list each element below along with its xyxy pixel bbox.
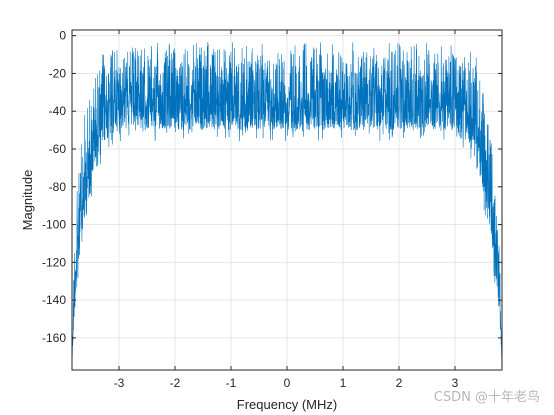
y-tick-label: -60	[49, 142, 67, 156]
y-axis-label: Magnitude	[20, 170, 35, 231]
x-tick-label: 3	[452, 376, 459, 390]
y-tick-label: -140	[42, 293, 66, 307]
x-tick-label: -1	[226, 376, 237, 390]
x-tick-label: 1	[340, 376, 347, 390]
x-axis-label: Frequency (MHz)	[237, 397, 337, 412]
ticks	[72, 30, 502, 370]
y-tick-label: 0	[59, 29, 66, 43]
signal-trace	[71, 42, 503, 370]
y-tick-label: -160	[42, 331, 66, 345]
y-tick-label: -80	[49, 180, 67, 194]
y-tick-label: -20	[49, 66, 67, 80]
spectrum-line	[71, 42, 503, 370]
x-tick-label: 2	[396, 376, 403, 390]
y-tick-label: -40	[49, 104, 67, 118]
x-tick-label: -2	[170, 376, 181, 390]
y-tick-label: -120	[42, 255, 66, 269]
x-tick-label: 0	[284, 376, 291, 390]
x-tick-labels: -3 -2 -1 0 1 2 3	[114, 376, 459, 390]
y-tick-label: -100	[42, 218, 66, 232]
x-tick-label: -3	[114, 376, 125, 390]
y-tick-labels: 0 -20 -40 -60 -80 -100 -120 -140 -160	[42, 29, 66, 345]
watermark: CSDN @十年老鸟	[433, 390, 540, 405]
